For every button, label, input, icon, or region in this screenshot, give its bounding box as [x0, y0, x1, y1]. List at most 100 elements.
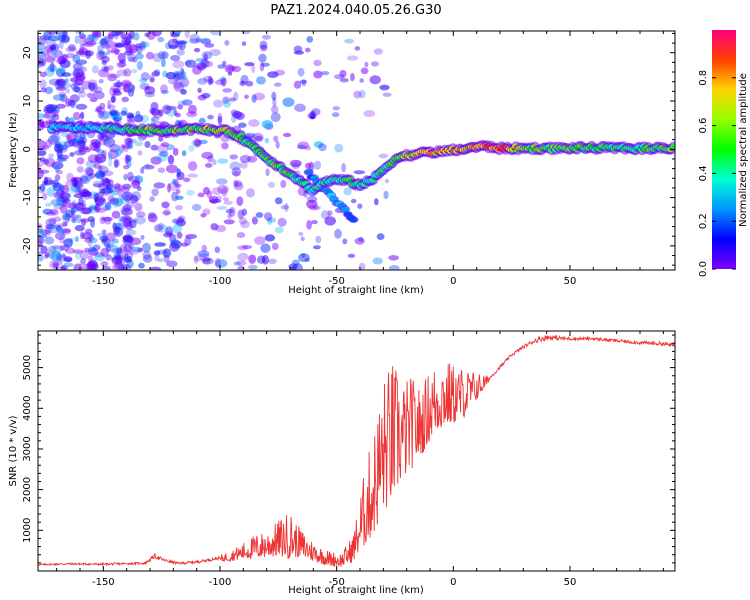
spectrogram-noise-blob — [101, 60, 107, 65]
colorbar-label: Normalized spectral amplitude — [738, 73, 749, 227]
spectrogram-noise-blob — [174, 183, 182, 188]
spectrogram-noise-blob — [105, 232, 116, 242]
spectrogram-noise-blob — [360, 67, 369, 75]
spectrogram-noise-blob — [170, 240, 182, 249]
spectrogram-noise-blob — [88, 246, 97, 253]
spectrogram-noise-blob — [215, 259, 228, 268]
spectrogram-noise-blob — [38, 184, 46, 194]
spectrogram-noise-blob — [172, 147, 179, 156]
spectrogram-noise-blob — [72, 86, 81, 93]
spectrogram-noise-blob — [196, 62, 207, 70]
spectrogram-noise-blob — [240, 220, 251, 229]
spectrogram-noise-blob — [86, 167, 94, 177]
spectrogram-noise-blob — [119, 244, 128, 253]
spectrogram-noise-blob — [214, 79, 225, 85]
spectrogram-noise-blob — [39, 184, 46, 192]
spectrogram-noise-blob — [41, 180, 47, 186]
spectrogram-x-tick-label: -150 — [92, 276, 115, 287]
spectrogram-noise-blob — [122, 234, 133, 243]
spectrogram-noise-blob — [65, 88, 71, 94]
spectrogram-noise-blob — [135, 43, 146, 49]
spectrogram-noise-blob — [75, 59, 88, 65]
spectrogram-noise-blob — [86, 262, 96, 270]
spectrogram-noise-blob — [318, 143, 327, 152]
spectrogram-noise-blob — [149, 74, 155, 83]
spectrogram-noise-blob — [87, 260, 93, 269]
spectrogram-noise-blob — [94, 253, 106, 262]
colorbar-tick-label: 0.4 — [698, 165, 709, 181]
spectrogram-noise-blob — [113, 82, 123, 88]
spectrogram-noise-blob — [142, 242, 151, 253]
spectrogram-noise-blob — [70, 83, 78, 90]
spectrogram-noise-blob — [304, 145, 312, 151]
spectrogram-noise-blob — [97, 191, 105, 197]
snr-x-tick-label: -150 — [92, 577, 115, 588]
spectrogram-noise-blob — [308, 205, 319, 211]
spectrogram-noise-blob — [237, 252, 249, 261]
spectrogram-noise-blob — [160, 90, 169, 95]
spectrogram-noise-blob — [115, 31, 122, 36]
spectrogram-noise-blob — [127, 143, 134, 150]
spectrogram-noise-blob — [354, 46, 361, 51]
spectrogram-noise-blob — [107, 104, 116, 110]
spectrogram-noise-blob — [181, 150, 187, 157]
spectrogram-noise-blob — [52, 109, 59, 117]
spectrogram-noise-blob — [44, 226, 53, 236]
spectrogram-noise-blob — [254, 135, 264, 142]
spectrogram-noise-blob — [137, 247, 143, 253]
spectrogram-noise-blob — [153, 182, 166, 189]
spectrogram-noise-blob — [39, 79, 47, 89]
spectrogram-noise-blob — [222, 88, 232, 93]
spectrogram-noise-blob — [144, 32, 150, 37]
spectrogram-noise-blob — [273, 82, 282, 87]
spectrogram-noise-blob — [165, 164, 178, 174]
spectrogram-noise-blob — [51, 113, 60, 121]
spectrogram-noise-blob — [112, 263, 119, 270]
spectrogram-noise-blob — [87, 239, 93, 248]
spectrogram-noise-blob — [107, 153, 113, 161]
spectrogram-noise-blob — [321, 71, 330, 76]
spectrogram-noise-blob — [38, 51, 47, 60]
spectrogram-noise-blob — [261, 120, 273, 129]
spectrogram-noise-blob — [53, 216, 62, 222]
spectrogram-noise-blob — [224, 40, 230, 46]
spectrogram-noise-blob — [74, 35, 80, 45]
spectrogram-noise-blob — [88, 205, 97, 211]
spectrogram-noise-blob — [315, 235, 322, 244]
colorbar-tick-label: 0.8 — [698, 70, 709, 86]
spectrogram-noise-blob — [42, 159, 50, 165]
spectrogram-noise-blob — [261, 62, 270, 67]
spectrogram-noise-blob — [128, 219, 137, 229]
spectrogram-noise-blob — [51, 210, 59, 216]
spectrogram-noise-blob — [38, 235, 44, 245]
spectrogram-noise-blob — [231, 65, 242, 73]
spectrogram-noise-blob — [55, 170, 63, 175]
spectrogram-noise-blob — [106, 43, 111, 51]
spectrogram-noise-blob — [110, 85, 122, 92]
spectrogram-noise-blob — [267, 217, 277, 223]
spectrogram-noise-blob — [78, 91, 87, 98]
spectrogram-noise-blob — [101, 170, 114, 177]
spectrogram-noise-blob — [111, 256, 123, 265]
spectrogram-noise-blob — [163, 254, 170, 263]
spectrogram-noise-blob — [301, 79, 307, 87]
spectrogram-noise-blob — [187, 173, 199, 178]
spectrogram-noise-blob — [150, 144, 159, 151]
spectrogram-noise-blob — [251, 132, 264, 141]
spectrogram-noise-blob — [107, 195, 115, 203]
spectrogram-noise-blob — [42, 208, 53, 215]
spectrogram-noise-blob — [78, 147, 83, 153]
spectrogram-noise-blob — [74, 72, 84, 77]
spectrogram-noise-blob — [272, 97, 277, 107]
spectrogram-noise-blob — [43, 52, 50, 57]
spectrogram-noise-blob — [160, 84, 168, 94]
spectrogram-noise-blob — [80, 174, 89, 183]
spectrogram-noise-blob — [126, 119, 136, 124]
spectrogram-noise-blob — [61, 228, 71, 235]
spectrogram-noise-blob — [76, 214, 82, 224]
spectrogram-x-tick-label: -50 — [328, 276, 344, 287]
spectrogram-noise-blob — [64, 213, 71, 223]
spectrogram-noise-blob — [114, 225, 121, 235]
spectrogram-noise-blob — [264, 234, 276, 242]
spectrogram-noise-blob — [76, 166, 84, 173]
